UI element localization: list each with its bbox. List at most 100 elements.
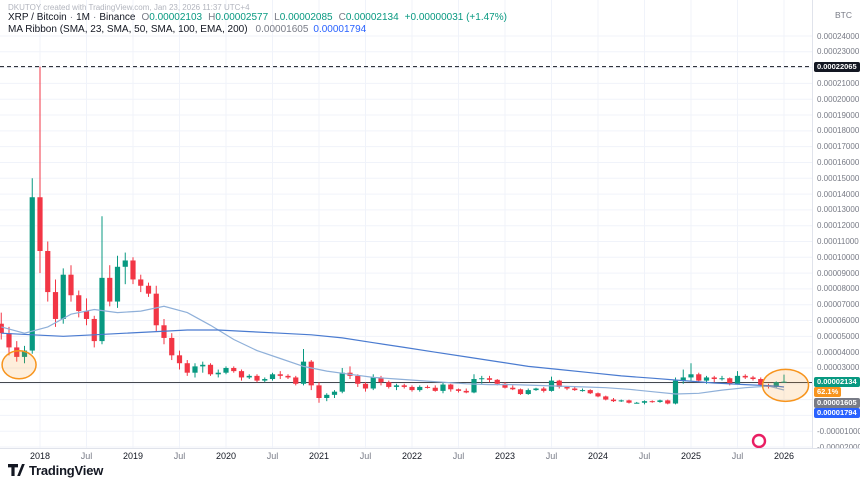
candle-body — [409, 386, 415, 391]
candle-body — [440, 384, 446, 391]
candle-body — [424, 386, 431, 388]
candle-body — [595, 393, 601, 397]
candle-body — [130, 260, 136, 280]
candle-body — [153, 293, 159, 326]
candle-body — [572, 388, 578, 391]
time-axis[interactable]: 2018 Jul 2019 Jul 2020 Jul 2021 Jul 2022 Jul 2023 J… — [0, 448, 860, 464]
time-axis-label: 2018 — [29, 451, 51, 461]
ellipse-drawing[interactable] — [761, 368, 810, 403]
candle-body — [432, 387, 438, 391]
ma-value-1: 0.00001605 — [255, 24, 309, 35]
price-tick-label: 0.00015000 — [817, 173, 860, 183]
candle-body — [634, 402, 640, 404]
time-axis-label: Jul — [266, 451, 279, 461]
chart-plot[interactable] — [0, 0, 812, 448]
candle-body — [665, 400, 671, 404]
candle-body — [533, 388, 539, 391]
candle-body — [773, 382, 779, 387]
time-axis-label: 2023 — [494, 451, 516, 461]
indicator-title[interactable]: MA Ribbon (SMA, 23, SMA, 50, SMA, 100, E… — [8, 24, 248, 35]
candle-body — [308, 361, 314, 386]
candle-body — [448, 384, 454, 390]
change-value: +0.00000031 (+1.47%) — [404, 12, 507, 23]
candle-body — [277, 374, 283, 376]
candle-body — [300, 361, 307, 384]
candle-body — [525, 390, 531, 395]
candle-body — [45, 250, 51, 293]
price-tick-label: 0.00004000 — [817, 347, 860, 357]
candle-body — [324, 394, 330, 398]
price-axis-unit: BTC — [835, 10, 852, 20]
candle-body — [262, 379, 268, 381]
candle-body — [541, 388, 547, 391]
candle-body — [370, 377, 376, 389]
candle-body — [145, 285, 152, 294]
candle-body — [83, 311, 90, 319]
indicator-legend-row[interactable]: MA Ribbon (SMA, 23, SMA, 50, SMA, 100, E… — [8, 24, 507, 36]
ellipse-drawing[interactable] — [1, 350, 37, 380]
price-tick-label: 0.00011000 — [817, 237, 859, 246]
time-axis-label: Jul — [80, 451, 93, 461]
low-label: L — [274, 12, 280, 23]
high-label: H — [208, 12, 216, 23]
chart-legend: XRP / Bitcoin · 1M · Binance O0.00002103 H0.00… — [8, 12, 507, 36]
candle-body — [339, 372, 345, 392]
time-axis-label: Jul — [545, 451, 558, 461]
time-axis-label: 2024 — [587, 451, 609, 461]
candle-body — [727, 378, 733, 384]
time-axis-label: Jul — [359, 451, 372, 461]
candle-body — [618, 400, 624, 402]
candle-body — [510, 387, 516, 390]
time-axis-label: 2020 — [215, 451, 237, 461]
candle-body — [254, 375, 260, 381]
price-tick-label: 0.00012000 — [817, 221, 860, 231]
price-tick-label: 0.00018000 — [817, 126, 860, 136]
candle-body — [68, 274, 74, 296]
candle-body — [649, 401, 655, 403]
candle-body — [393, 385, 400, 387]
open-label: O — [141, 12, 150, 23]
candle-body — [52, 292, 59, 319]
candle-body — [494, 379, 500, 384]
price-tick-label: 0.00021000 — [817, 78, 860, 88]
price-tick-label: 0.00019000 — [817, 110, 860, 120]
tradingview-logo[interactable]: TradingView — [7, 462, 103, 478]
price-tick-label: 0.00003000 — [817, 363, 860, 373]
candle-body — [672, 380, 679, 404]
price-tick-label: -0.00001000 — [817, 426, 860, 436]
price-tick-label: 0.00010000 — [817, 252, 860, 262]
candle-body — [734, 375, 741, 384]
price-axis-badge: 0.00001605 — [814, 397, 860, 408]
candle-body — [386, 382, 392, 387]
price-tick-label: 0.00008000 — [817, 284, 860, 294]
symbol-legend-row[interactable]: XRP / Bitcoin · 1M · Binance O0.00002103 H0.00… — [8, 12, 507, 24]
time-axis-label: Jul — [638, 451, 651, 461]
price-axis-badge: 0.00002134 — [814, 376, 860, 387]
symbol-title[interactable]: XRP / Bitcoin — [8, 12, 67, 23]
price-tick-label: 0.00016000 — [817, 157, 860, 167]
watermark: DKUTOY created with TradingView.com, Jan… — [8, 3, 250, 12]
candle-body — [680, 377, 686, 381]
candle-body — [758, 379, 764, 386]
candle-body — [238, 371, 245, 378]
time-axis-label: 2021 — [308, 451, 330, 461]
price-axis-badge: 0.00022065 — [814, 61, 860, 72]
candle-body — [502, 383, 508, 388]
candle-body — [564, 386, 570, 389]
price-tick-label: 0.00005000 — [817, 331, 860, 341]
time-axis-label: 2019 — [122, 451, 144, 461]
candle-body — [29, 197, 35, 351]
close-value: 0.00002134 — [345, 12, 399, 23]
price-axis[interactable]: BTC 0.00024000 0.00023000 0.00021000 0.0002… — [812, 0, 860, 452]
price-tick-label: 0.00014000 — [817, 189, 860, 199]
candle-body — [696, 374, 702, 381]
candle-body — [579, 390, 586, 392]
candle-body — [719, 378, 725, 380]
candle-body — [556, 380, 562, 387]
candle-body — [269, 374, 276, 380]
candle-body — [176, 355, 183, 364]
timeframe-label[interactable]: 1M — [76, 12, 90, 23]
candle-body — [99, 277, 105, 342]
magenta-circle-marker[interactable] — [751, 433, 767, 448]
